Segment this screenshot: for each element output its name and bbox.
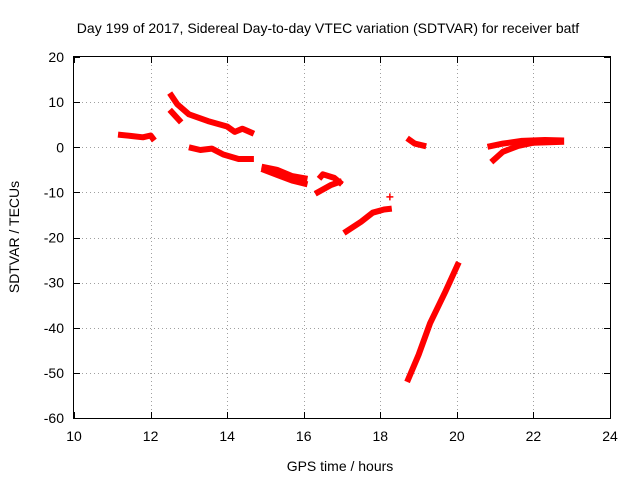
y-tick-label: -40 bbox=[44, 320, 64, 336]
x-tick-label: 16 bbox=[296, 428, 312, 444]
data-segment bbox=[167, 91, 256, 137]
y-tick-label: -60 bbox=[44, 410, 64, 426]
x-tick-label: 12 bbox=[143, 428, 159, 444]
x-tick-label: 22 bbox=[526, 428, 542, 444]
data-segment bbox=[342, 205, 393, 236]
y-tick-labels: 20 10 0 -10 -20 -30 -40 -50 -60 bbox=[44, 49, 64, 426]
x-tick-label: 20 bbox=[449, 428, 465, 444]
x-tick-label: 10 bbox=[66, 428, 82, 444]
sdtvar-series bbox=[117, 91, 565, 384]
data-segment bbox=[261, 163, 309, 182]
y-tick-label: 10 bbox=[48, 94, 64, 110]
x-axis-label: GPS time / hours bbox=[287, 458, 394, 474]
data-segment bbox=[489, 138, 565, 165]
y-tick-label: 0 bbox=[56, 139, 64, 155]
data-segment bbox=[405, 135, 427, 150]
data-segment bbox=[313, 178, 344, 197]
data-point bbox=[386, 193, 394, 201]
x-tick-label: 14 bbox=[219, 428, 235, 444]
y-tick-label: -10 bbox=[44, 184, 64, 200]
data-segment bbox=[117, 131, 157, 143]
grid bbox=[74, 57, 610, 418]
axis-ticks bbox=[74, 57, 611, 419]
y-axis-label: SDTVAR / TECUs bbox=[6, 181, 22, 293]
data-segment bbox=[167, 107, 184, 125]
plot-frame bbox=[73, 56, 611, 419]
chart-title: Day 199 of 2017, Sidereal Day-to-day VTE… bbox=[77, 20, 580, 36]
y-tick-label: -30 bbox=[44, 275, 64, 291]
data-segment bbox=[404, 261, 462, 384]
x-tick-labels: 10 12 14 16 18 20 22 24 bbox=[66, 428, 618, 444]
y-tick-label: -20 bbox=[44, 230, 64, 246]
x-tick-label: 24 bbox=[602, 428, 618, 444]
x-tick-label: 18 bbox=[372, 428, 388, 444]
data-segment bbox=[260, 166, 309, 188]
y-tick-label: -50 bbox=[44, 365, 64, 381]
data-segment bbox=[188, 144, 254, 162]
y-tick-label: 20 bbox=[48, 49, 64, 65]
